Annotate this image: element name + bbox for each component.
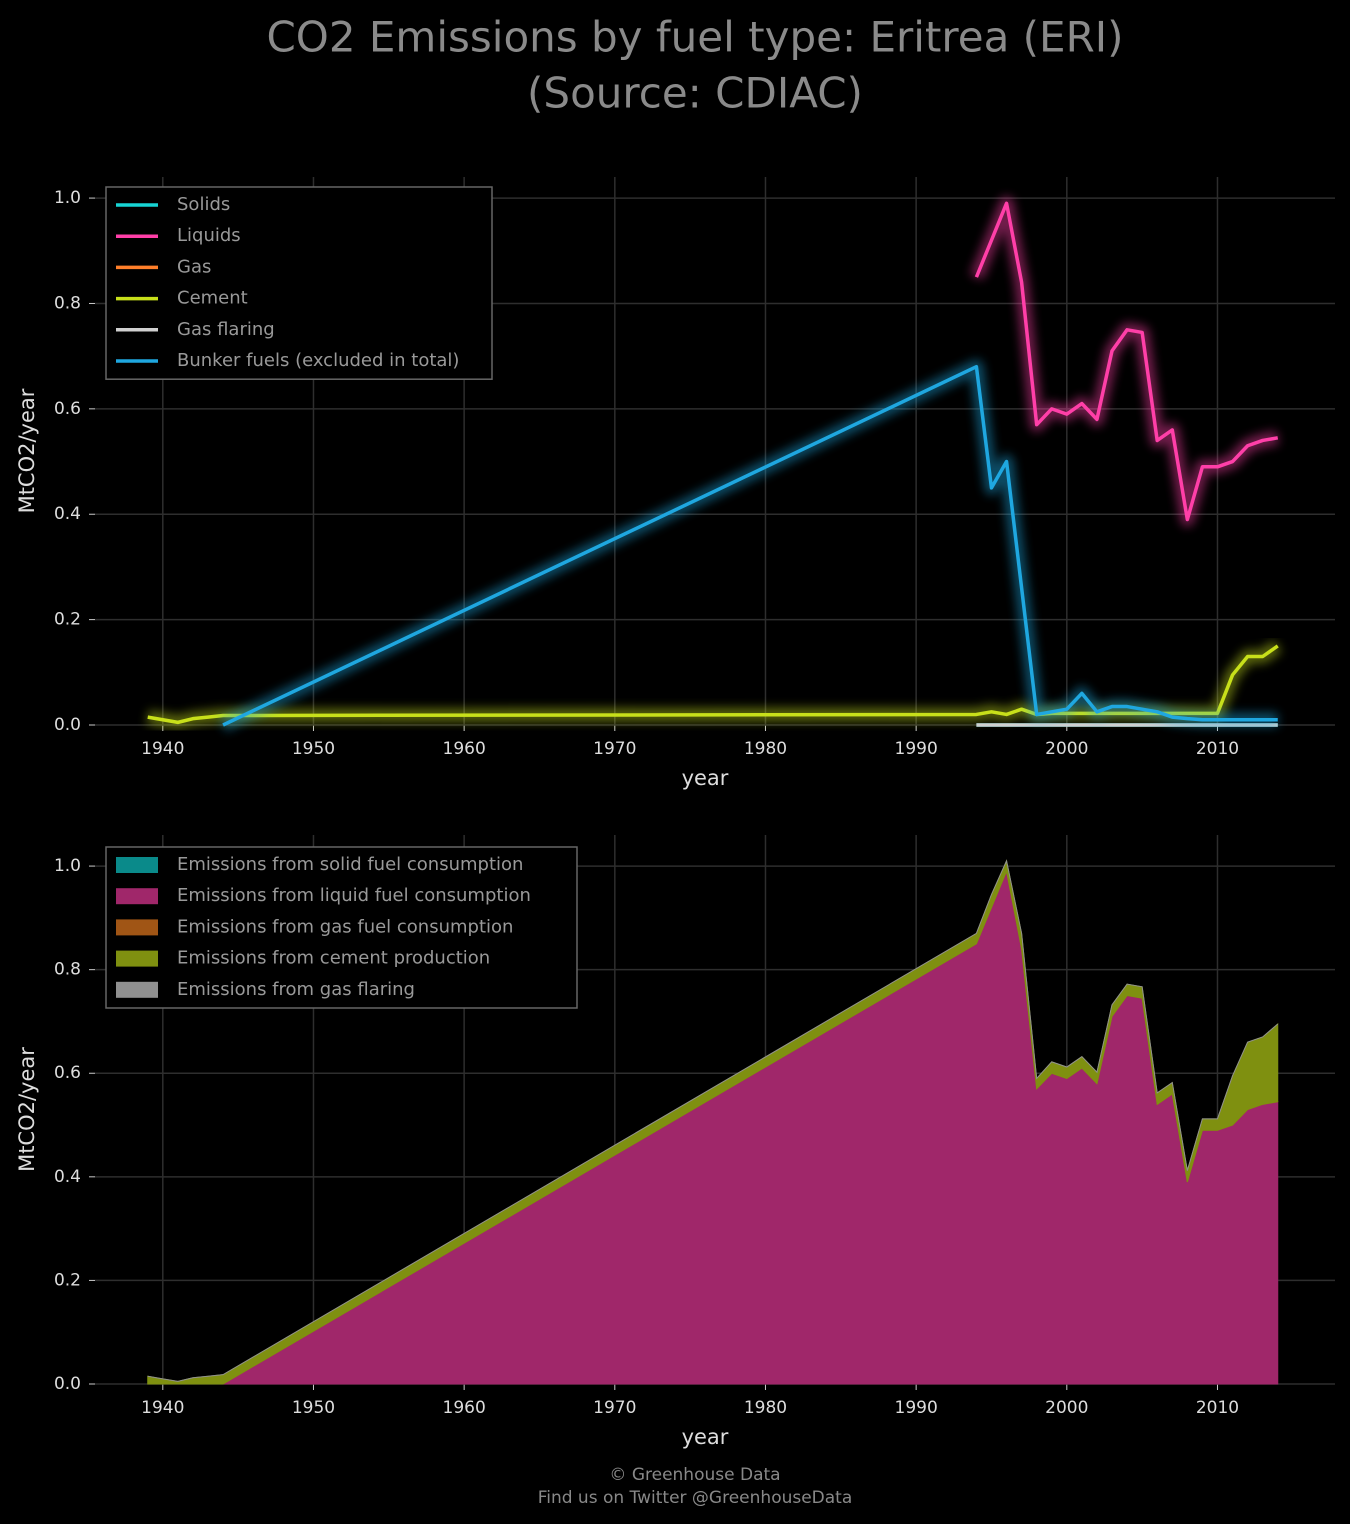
y-tick-label: 0.0 — [54, 1374, 81, 1394]
y-tick-label: 0.4 — [54, 1167, 81, 1187]
legend-swatch — [116, 888, 158, 905]
x-tick-label: 2000 — [1045, 739, 1088, 759]
x-tick-label: 1950 — [292, 1398, 335, 1418]
x-tick-label: 1960 — [443, 1398, 486, 1418]
y-tick-label: 0.8 — [54, 960, 81, 980]
title-line: CO2 Emissions by fuel type: Eritrea (ERI… — [266, 13, 1123, 62]
legend-label: Gas flaring — [177, 319, 275, 340]
y-tick-label: 0.0 — [54, 715, 81, 735]
x-tick-label: 1940 — [141, 739, 184, 759]
legend-swatch — [116, 919, 158, 936]
x-tick-label: 1980 — [744, 1398, 787, 1418]
x-axis-label: year — [682, 766, 729, 790]
x-tick-label: 1970 — [593, 1398, 636, 1418]
legend-box — [105, 846, 578, 1009]
legend-label: Liquids — [177, 225, 241, 246]
x-tick-label: 2010 — [1196, 739, 1239, 759]
legend-label: Emissions from gas flaring — [177, 979, 415, 1000]
legend-label: Emissions from gas fuel consumption — [177, 916, 513, 937]
y-tick-label: 0.6 — [54, 1063, 81, 1083]
x-tick-label: 1940 — [141, 1398, 184, 1418]
x-tick-label: 2000 — [1045, 1398, 1088, 1418]
y-tick-label: 1.0 — [54, 188, 81, 208]
y-tick-label: 0.4 — [54, 504, 81, 524]
legend-swatch — [116, 857, 158, 873]
legend-swatch — [116, 981, 158, 998]
x-tick-label: 1950 — [292, 739, 335, 759]
y-tick-label: 0.8 — [54, 293, 81, 313]
x-tick-label: 1990 — [895, 1398, 938, 1418]
y-tick-label: 0.2 — [54, 1270, 81, 1290]
y-tick-label: 0.6 — [54, 399, 81, 419]
legend-box — [105, 186, 493, 380]
x-tick-label: 1980 — [744, 739, 787, 759]
title-line: (Source: CDIAC) — [527, 69, 863, 118]
x-axis-label: year — [682, 1425, 729, 1449]
x-tick-label: 1990 — [895, 739, 938, 759]
legend-label: Emissions from liquid fuel consumption — [177, 885, 531, 906]
legend-label: Cement — [177, 288, 248, 309]
y-tick-label: 0.2 — [54, 610, 81, 630]
x-tick-label: 1970 — [593, 739, 636, 759]
legend-label: Solids — [177, 194, 230, 215]
y-axis-label: MtCO2/year — [15, 1047, 39, 1172]
y-tick-label: 1.0 — [54, 856, 81, 876]
legend-label: Gas — [177, 256, 211, 277]
x-tick-label: 1960 — [443, 739, 486, 759]
x-tick-label: 2010 — [1196, 1398, 1239, 1418]
series-line — [222, 364, 1278, 727]
footer-line: Find us on Twitter @GreenhouseData — [538, 1488, 853, 1508]
legend-label: Emissions from cement production — [177, 948, 490, 969]
y-axis-label: MtCO2/year — [15, 388, 39, 513]
legend-label: Emissions from solid fuel consumption — [177, 854, 523, 875]
legend-label: Bunker fuels (excluded in total) — [177, 350, 459, 371]
footer-line: © Greenhouse Data — [609, 1465, 780, 1485]
series-line — [974, 201, 1279, 522]
legend-swatch — [116, 950, 158, 967]
